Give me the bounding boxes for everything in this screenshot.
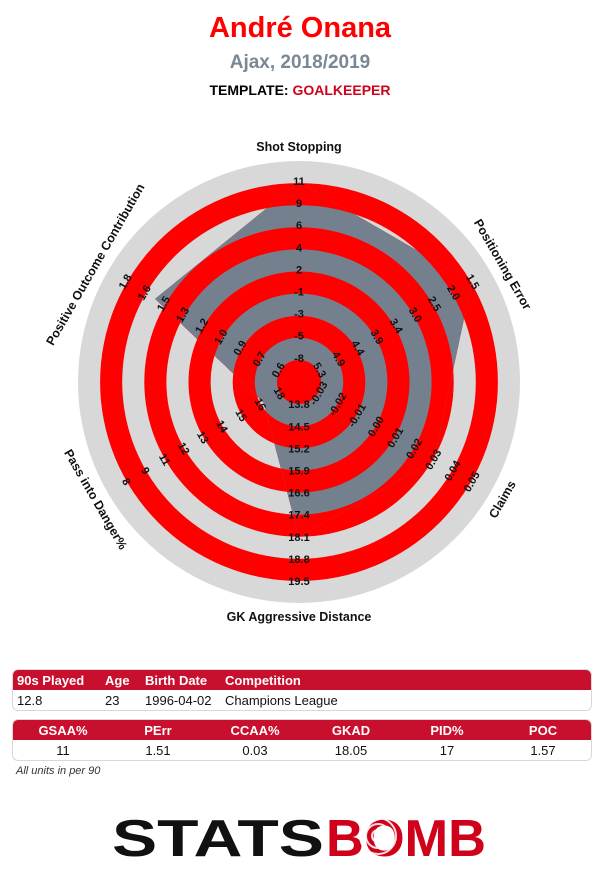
logo-text-bomb: BOMB [326,810,486,868]
tick-label: 6 [296,220,302,232]
header-birth-date: Birth Date [145,673,208,688]
value-birth-date: 1996-04-02 [145,693,212,708]
value-poc: 1.57 [530,743,556,758]
value-competition: Champions League [225,693,338,708]
tick-label: 14.5 [288,421,309,433]
metrics-table-row: 11 1.51 0.03 18.05 17 1.57 [13,740,591,760]
template-label: TEMPLATE: [209,82,289,98]
units-note: All units in per 90 [16,765,101,777]
info-table-row: 12.8 23 1996-04-02 Champions League [13,690,591,710]
value-gkad: 18.05 [334,743,368,758]
tick-label: 11 [293,176,305,188]
info-table: 90s Played Age Birth Date Competition 12… [12,669,592,711]
info-table-header: 90s Played Age Birth Date Competition [13,670,591,690]
tick-label: 18.1 [288,532,309,544]
tick-label: 4 [296,242,303,254]
value-pid: 17 [439,743,455,758]
header-age: Age [105,673,130,688]
team-season: Ajax, 2018/2019 [229,52,371,73]
tick-label: -5 [294,331,304,343]
template-line: TEMPLATE: GOALKEEPER [0,82,600,98]
header-gsaa: GSAA% [38,723,88,738]
tick-label: 16.6 [288,488,309,500]
metrics-table: GSAA% PErr CCAA% GKAD PID% POC 11 1.51 0… [12,719,592,761]
target-icon [359,817,397,855]
axis-label: GK Aggressive Distance [227,610,372,624]
tick-label: 13 [194,429,211,446]
tick-label: 13.8 [288,399,309,411]
player-ring-center [281,364,317,400]
axis-label: Shot Stopping [256,140,341,154]
logo-text-stats: STATS [112,810,324,868]
tick-label: 15.9 [288,466,309,478]
header-90s-played: 90s Played [17,673,85,688]
template-value: GOALKEEPER [292,82,391,98]
tick-label: 11 [156,452,172,468]
tick-label: 9 [296,198,302,210]
header-perr: PErr [144,723,172,738]
tick-label: 18.8 [288,554,309,566]
tick-label: -3 [294,309,304,321]
value-age: 23 [105,693,120,708]
tick-label: 19.5 [288,576,309,588]
header-gkad: GKAD [331,723,371,738]
tick-label: -8 [294,353,304,365]
value-gsaa: 11 [56,743,70,758]
tick-label: 12 [175,441,192,458]
tick-label: 16 [252,396,269,413]
header-pid: PID% [430,723,464,738]
metrics-table-header: GSAA% PErr CCAA% GKAD PID% POC [13,720,591,740]
tick-label: 2 [296,264,302,276]
header-ccaa: CCAA% [230,723,280,738]
tick-label: 17.4 [288,510,310,522]
header-poc: POC [528,723,558,738]
tick-label: 9 [138,465,151,476]
statsbomb-logo: STATS BOMB [112,810,486,868]
tick-label: 15.2 [288,443,309,455]
value-ccaa: 0.03 [242,743,268,758]
tick-label: 8 [119,476,132,487]
header-competition: Competition [225,673,301,688]
player-name: André Onana [208,12,392,44]
value-90s-played: 12.8 [17,693,43,708]
tick-label: 18 [271,385,288,402]
value-perr: 1.51 [145,743,171,758]
tick-label: 15 [232,407,249,424]
tick-label: -1 [294,287,304,299]
